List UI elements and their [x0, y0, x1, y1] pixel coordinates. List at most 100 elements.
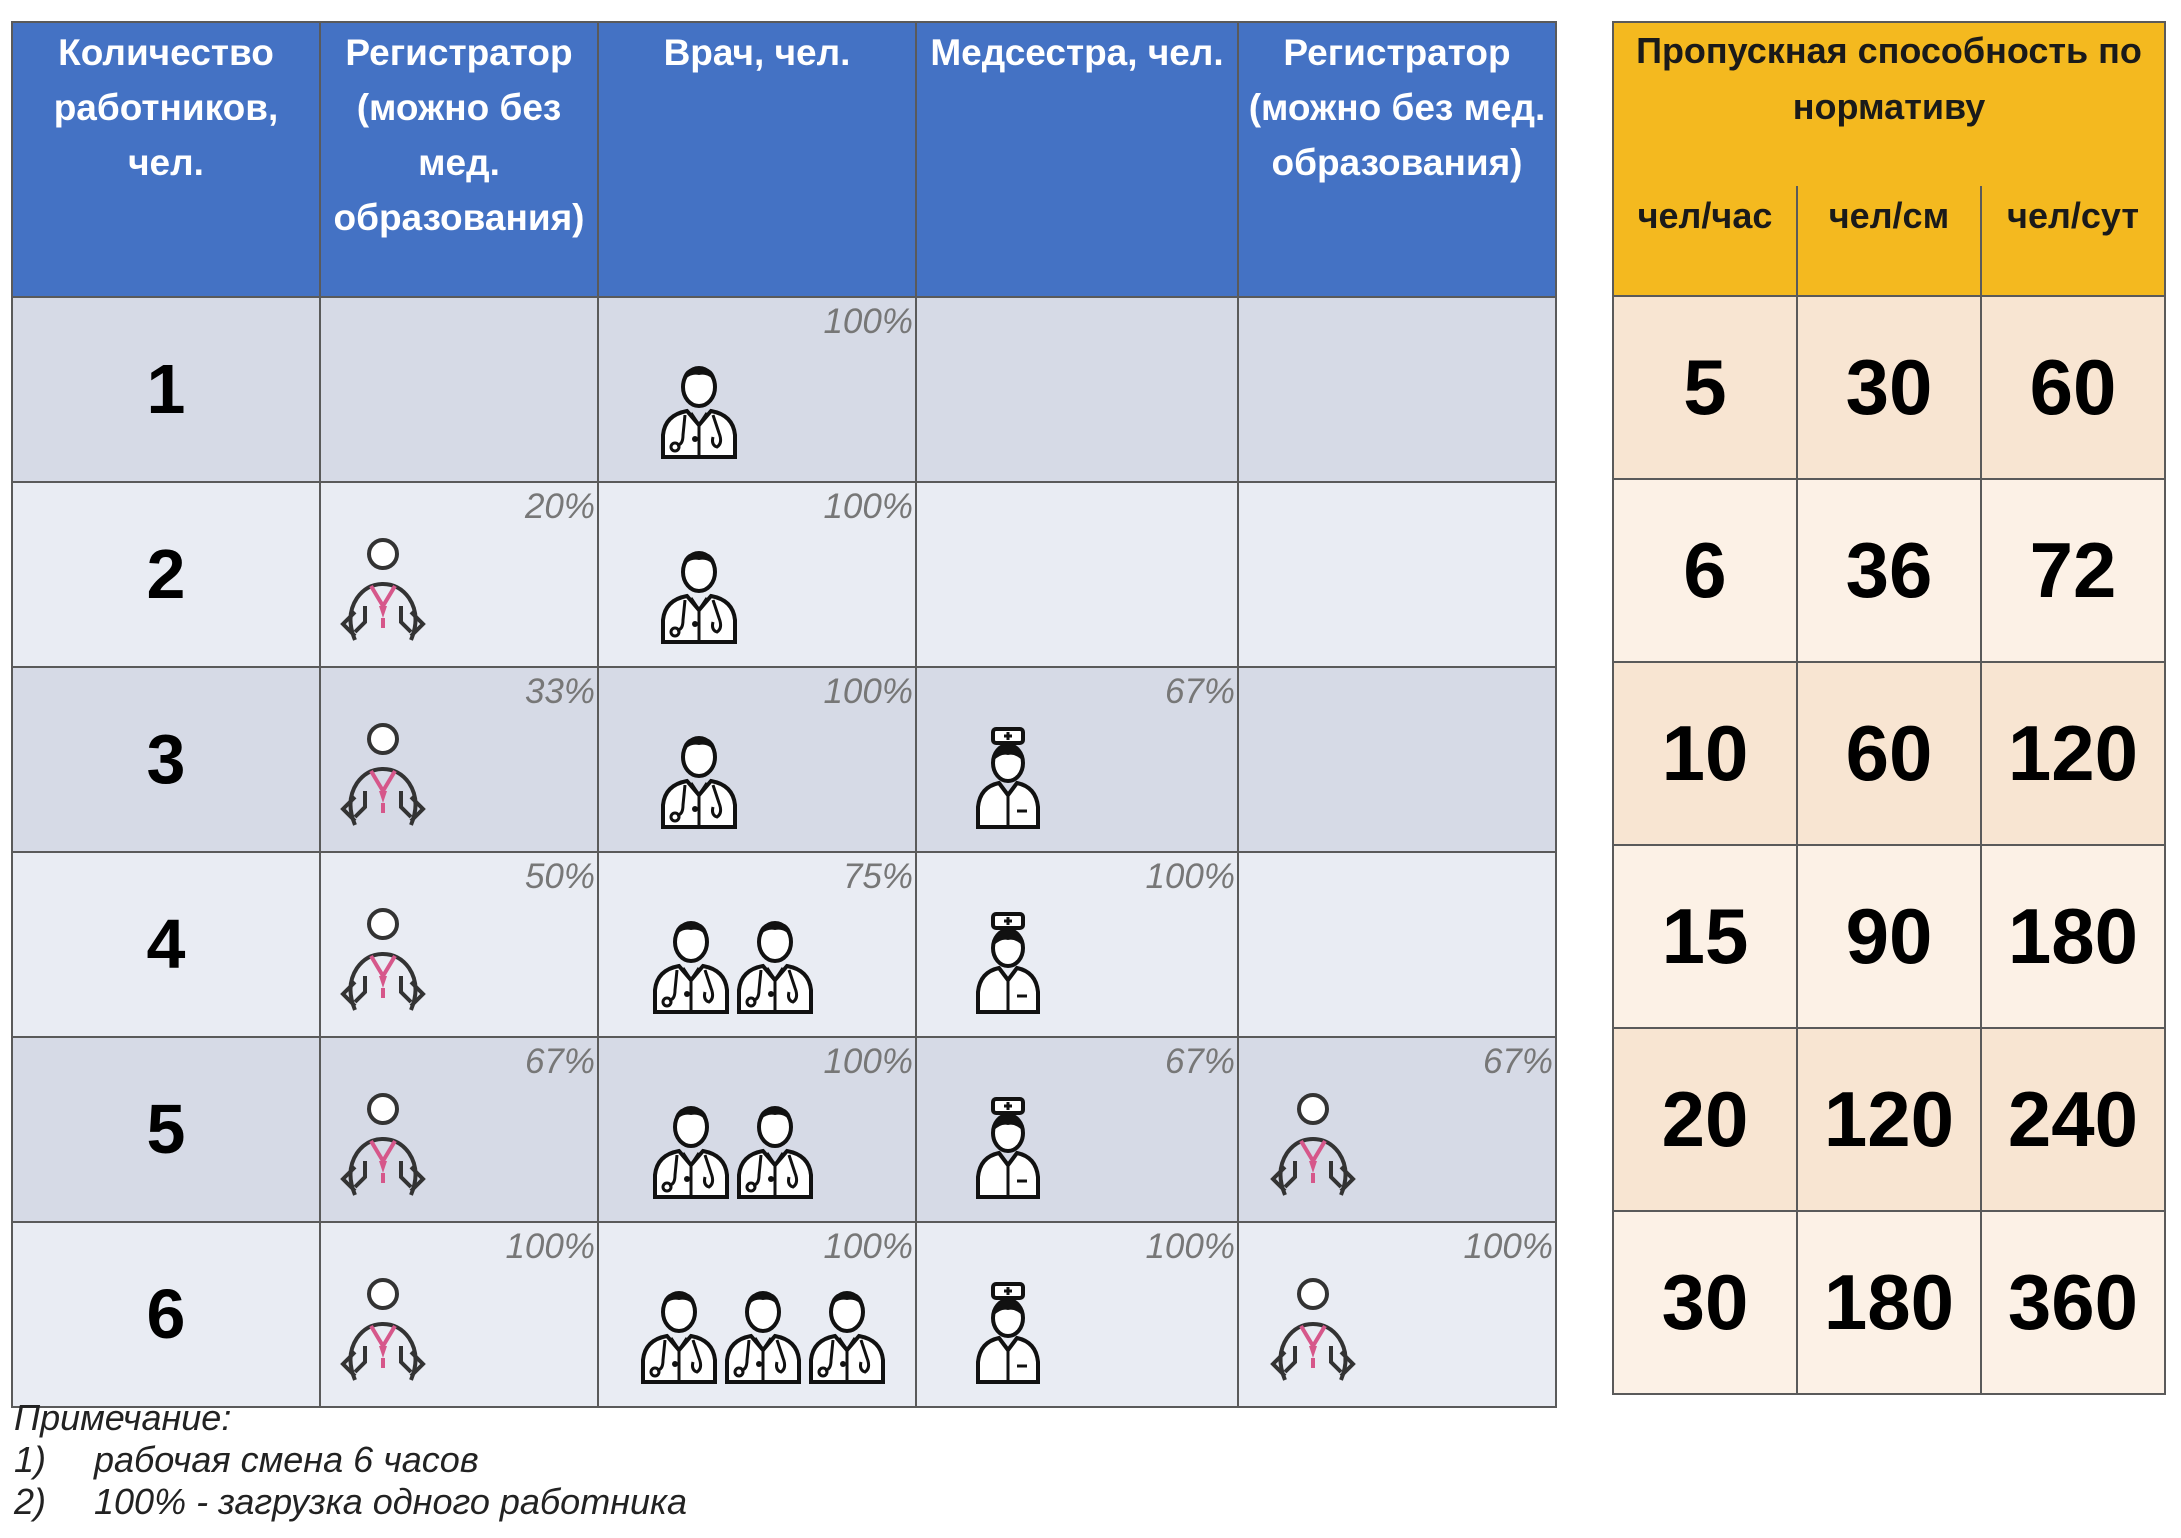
cell-content: 100%	[917, 853, 1237, 1036]
nurse-icon	[973, 910, 1043, 1014]
header-registrar: Регистратор (можно без мед. образования)	[319, 21, 599, 298]
cell-registrar: 67%	[319, 1036, 599, 1223]
throughput-row: 6 36 72	[1612, 478, 2166, 663]
cell-doctor: 100%	[597, 1036, 917, 1223]
worker-count: 4	[11, 851, 321, 1038]
staffing-row: 2 20% 100%	[11, 481, 1557, 668]
throughput-row: 15 90 180	[1612, 844, 2166, 1029]
cell-content: 100%	[599, 483, 915, 666]
cell-doctor: 100%	[597, 481, 917, 668]
icon-group	[599, 1099, 915, 1199]
cell-content	[1239, 483, 1555, 666]
cell-content	[917, 483, 1237, 666]
cell-registrar: 100%	[319, 1221, 599, 1408]
load-percent: 50%	[524, 857, 595, 896]
footnote-item: 1) рабочая смена 6 часов	[14, 1439, 687, 1481]
cell-registrar2	[1237, 666, 1557, 853]
load-percent: 100%	[823, 487, 913, 526]
cell-content: 33%	[321, 668, 597, 851]
icon-group	[917, 1095, 1237, 1199]
load-percent: 67%	[524, 1042, 595, 1081]
worker-count: 3	[11, 666, 321, 853]
doctor-icon	[657, 729, 741, 829]
cell-content	[321, 298, 597, 481]
throughput-per-day: 240	[1980, 1027, 2166, 1212]
icon-group	[599, 359, 915, 459]
worker-count: 1	[11, 296, 321, 483]
cell-content: 100%	[599, 1223, 915, 1406]
unit-per-day: чел/сут	[1980, 186, 2166, 297]
load-percent: 100%	[823, 302, 913, 341]
doctor-icon	[805, 1284, 889, 1384]
cell-content	[917, 298, 1237, 481]
cell-content	[1239, 853, 1555, 1036]
throughput-per-hour: 15	[1612, 844, 1798, 1029]
cell-content: 67%	[917, 1038, 1237, 1221]
registrar-person-icon	[335, 536, 431, 644]
icon-group	[321, 536, 597, 644]
doctor-icon	[657, 544, 741, 644]
icon-group	[599, 914, 915, 1014]
footnote-item-number: 2)	[14, 1481, 47, 1522]
icon-group	[599, 729, 915, 829]
icon-group	[321, 1276, 597, 1384]
staffing-header-row: Количество работников, чел. Регистратор …	[11, 21, 1557, 298]
nurse-icon	[973, 1095, 1043, 1199]
cell-registrar2	[1237, 296, 1557, 483]
footnote-title: Примечание:	[14, 1397, 232, 1438]
registrar-person-icon	[335, 906, 431, 1014]
load-percent: 67%	[1164, 672, 1235, 711]
footnote-item-text: 100% - загрузка одного работника	[94, 1481, 688, 1522]
throughput-per-shift: 36	[1796, 478, 1982, 663]
cell-content	[1239, 298, 1555, 481]
throughput-per-shift: 90	[1796, 844, 1982, 1029]
cell-content: 100%	[599, 668, 915, 851]
cell-registrar: 33%	[319, 666, 599, 853]
throughput-per-shift: 180	[1796, 1210, 1982, 1395]
cell-doctor: 100%	[597, 666, 917, 853]
nurse-icon	[973, 725, 1043, 829]
cell-content: 67%	[1239, 1038, 1555, 1221]
load-percent: 20%	[524, 487, 595, 526]
cell-doctor: 100%	[597, 296, 917, 483]
throughput-per-hour: 20	[1612, 1027, 1798, 1212]
unit-per-shift: чел/см	[1796, 186, 1982, 297]
throughput-per-day: 360	[1980, 1210, 2166, 1395]
registrar-person-icon	[335, 1276, 431, 1384]
cell-content	[1239, 668, 1555, 851]
icon-group	[917, 910, 1237, 1014]
throughput-row: 5 30 60	[1612, 295, 2166, 480]
registrar-person-icon	[1265, 1091, 1361, 1199]
cell-registrar2	[1237, 481, 1557, 668]
icon-group	[1239, 1091, 1555, 1199]
throughput-per-day: 180	[1980, 844, 2166, 1029]
cell-registrar: 50%	[319, 851, 599, 1038]
load-percent: 67%	[1482, 1042, 1553, 1081]
cell-nurse: 67%	[915, 666, 1239, 853]
cell-nurse: 67%	[915, 1036, 1239, 1223]
cell-registrar2: 100%	[1237, 1221, 1557, 1408]
throughput-per-day: 72	[1980, 478, 2166, 663]
worker-count: 5	[11, 1036, 321, 1223]
cell-content: 20%	[321, 483, 597, 666]
throughput-per-hour: 30	[1612, 1210, 1798, 1395]
cell-content: 100%	[321, 1223, 597, 1406]
load-percent: 100%	[823, 1042, 913, 1081]
doctor-icon	[721, 1284, 805, 1384]
cell-nurse: 100%	[915, 1221, 1239, 1408]
worker-count: 6	[11, 1221, 321, 1408]
load-percent: 100%	[505, 1227, 595, 1266]
cell-content: 100%	[599, 298, 915, 481]
cell-nurse	[915, 481, 1239, 668]
cell-content: 50%	[321, 853, 597, 1036]
cell-content: 75%	[599, 853, 915, 1036]
cell-nurse: 100%	[915, 851, 1239, 1038]
header-nurse: Медсестра, чел.	[915, 21, 1239, 298]
staffing-row: 3 33% 100% 67%	[11, 666, 1557, 853]
throughput-per-shift: 60	[1796, 661, 1982, 846]
staffing-row: 6 100% 100% 100% 100%	[11, 1221, 1557, 1408]
load-percent: 100%	[1145, 1227, 1235, 1266]
throughput-per-day: 120	[1980, 661, 2166, 846]
registrar-person-icon	[335, 1091, 431, 1199]
load-percent: 100%	[823, 1227, 913, 1266]
